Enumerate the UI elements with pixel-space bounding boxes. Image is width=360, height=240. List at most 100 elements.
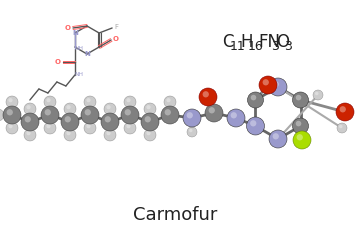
- Circle shape: [64, 103, 76, 115]
- Circle shape: [183, 109, 201, 127]
- Circle shape: [26, 105, 31, 109]
- Circle shape: [205, 104, 223, 122]
- Circle shape: [203, 91, 209, 97]
- Circle shape: [199, 88, 217, 106]
- Circle shape: [126, 124, 131, 128]
- Circle shape: [46, 124, 51, 128]
- Circle shape: [269, 130, 287, 148]
- Text: FN: FN: [258, 33, 280, 51]
- Circle shape: [144, 129, 156, 141]
- Circle shape: [6, 109, 13, 115]
- Text: N: N: [72, 30, 78, 36]
- Circle shape: [269, 78, 287, 96]
- Circle shape: [24, 116, 31, 122]
- Circle shape: [104, 103, 116, 115]
- Text: F: F: [114, 24, 118, 30]
- Circle shape: [46, 98, 51, 102]
- Circle shape: [273, 133, 279, 139]
- Circle shape: [247, 117, 265, 135]
- Circle shape: [208, 107, 215, 114]
- Circle shape: [24, 103, 36, 115]
- Text: 11: 11: [230, 40, 246, 53]
- Circle shape: [24, 129, 36, 141]
- Circle shape: [247, 92, 264, 108]
- Circle shape: [315, 92, 319, 95]
- Circle shape: [339, 125, 342, 128]
- Circle shape: [147, 131, 150, 135]
- Circle shape: [101, 113, 119, 131]
- Circle shape: [189, 129, 193, 132]
- Circle shape: [6, 122, 18, 134]
- Circle shape: [293, 92, 309, 108]
- Text: Carmofur: Carmofur: [133, 206, 217, 224]
- Circle shape: [293, 131, 311, 149]
- Circle shape: [293, 118, 309, 134]
- Circle shape: [104, 129, 116, 141]
- Circle shape: [297, 134, 303, 140]
- Circle shape: [227, 109, 245, 127]
- Circle shape: [145, 116, 151, 122]
- Text: 3: 3: [271, 40, 279, 53]
- Circle shape: [161, 106, 179, 124]
- Circle shape: [339, 106, 346, 113]
- Circle shape: [86, 98, 91, 102]
- Text: C: C: [222, 33, 234, 51]
- Circle shape: [105, 116, 111, 122]
- Circle shape: [126, 98, 131, 102]
- Circle shape: [273, 81, 279, 87]
- Circle shape: [313, 90, 323, 100]
- Text: O: O: [113, 36, 119, 42]
- Circle shape: [84, 96, 96, 108]
- Text: 3: 3: [284, 40, 292, 53]
- Circle shape: [3, 106, 21, 124]
- Circle shape: [81, 106, 99, 124]
- Circle shape: [125, 109, 131, 115]
- Circle shape: [141, 113, 159, 131]
- Circle shape: [21, 113, 39, 131]
- Circle shape: [186, 112, 193, 119]
- Text: O: O: [55, 59, 61, 65]
- Circle shape: [61, 113, 79, 131]
- Circle shape: [337, 123, 347, 133]
- Circle shape: [0, 109, 4, 121]
- Text: N: N: [84, 51, 90, 57]
- Circle shape: [66, 105, 71, 109]
- Circle shape: [64, 129, 76, 141]
- Circle shape: [66, 131, 71, 135]
- Circle shape: [44, 122, 56, 134]
- Circle shape: [147, 105, 150, 109]
- Circle shape: [8, 98, 13, 102]
- Circle shape: [121, 106, 139, 124]
- Circle shape: [8, 124, 13, 128]
- Circle shape: [144, 103, 156, 115]
- Text: O: O: [65, 25, 71, 31]
- Circle shape: [107, 131, 111, 135]
- Circle shape: [86, 124, 91, 128]
- Circle shape: [124, 122, 136, 134]
- Circle shape: [84, 122, 96, 134]
- Circle shape: [165, 109, 171, 115]
- Text: NH: NH: [75, 47, 84, 52]
- Circle shape: [231, 112, 237, 119]
- Circle shape: [296, 121, 301, 126]
- Circle shape: [262, 79, 269, 85]
- Circle shape: [6, 96, 18, 108]
- Circle shape: [336, 103, 354, 121]
- Circle shape: [45, 109, 51, 115]
- Circle shape: [250, 120, 256, 126]
- Circle shape: [44, 96, 56, 108]
- Circle shape: [124, 96, 136, 108]
- Circle shape: [296, 95, 301, 100]
- Text: NH: NH: [75, 72, 84, 78]
- Circle shape: [259, 76, 277, 94]
- Circle shape: [41, 106, 59, 124]
- Text: H: H: [240, 33, 252, 51]
- Circle shape: [187, 127, 197, 137]
- Circle shape: [85, 109, 91, 115]
- Text: O: O: [276, 33, 289, 51]
- Text: 16: 16: [248, 40, 264, 53]
- Circle shape: [107, 105, 111, 109]
- Circle shape: [251, 95, 256, 100]
- Circle shape: [164, 96, 176, 108]
- Circle shape: [26, 131, 31, 135]
